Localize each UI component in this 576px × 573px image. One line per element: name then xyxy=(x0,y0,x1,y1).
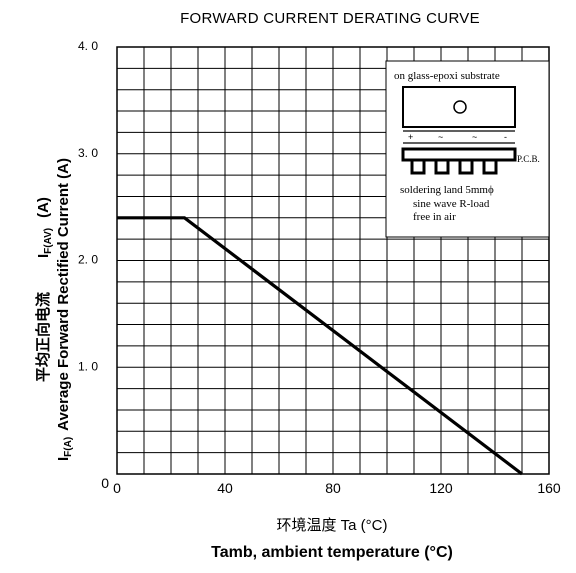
x-axis-label: Tamb, ambient temperature (°C) xyxy=(211,544,453,561)
y-label-alt-unit: (A) xyxy=(35,197,52,218)
y-label-prefix: I xyxy=(55,457,72,461)
leads-icon xyxy=(410,160,498,175)
y-axis-label-alt: IF(AV) (A) xyxy=(35,197,54,258)
pin-mark-ac1: ~ xyxy=(438,132,443,142)
derating-curve-line xyxy=(117,216,523,476)
y-label-alt-sub: F(AV) xyxy=(43,228,54,254)
y-tick-label: 2. 0 xyxy=(78,253,98,267)
y-axis-label-cn: 平均正向电流 xyxy=(34,292,52,382)
inset-sine-label: sine wave R-load xyxy=(413,198,490,210)
y-label-prefix-sub: F(A) xyxy=(63,437,74,457)
pin-mark-minus: - xyxy=(504,132,507,142)
inset-air-label: free in air xyxy=(413,211,456,223)
axes xyxy=(116,46,550,475)
y-label-main: Average Forward Rectified Current (A) xyxy=(55,158,72,431)
x-tick-label: 80 xyxy=(325,480,341,496)
chart-title: FORWARD CURRENT DERATING CURVE xyxy=(180,10,480,27)
pin-mark-ac2: ~ xyxy=(472,132,477,142)
y-tick-label: 0 xyxy=(101,475,109,491)
inset-soldering-label: soldering land 5mmϕ xyxy=(400,184,494,196)
x-tick-label: 0 xyxy=(113,480,121,496)
mounting-hole-icon xyxy=(453,100,467,114)
y-axis-label: IF(A) Average Forward Rectified Current (… xyxy=(55,158,74,461)
x-axis-label-cn: 环境温度 Ta (°C) xyxy=(277,516,388,534)
svg-text:IF(A)Average Forward Rectified: IF(A) Average Forward Rectified Current (… xyxy=(55,158,74,461)
y-tick-labels: 0 1. 0 2. 0 3. 0 4. 0 xyxy=(78,39,109,491)
pin-mark-plus: + xyxy=(408,132,413,142)
series-layer xyxy=(117,216,523,476)
y-label-alt: I xyxy=(35,254,52,258)
x-tick-label: 40 xyxy=(217,480,233,496)
y-label-cn: 平均正向电流 xyxy=(34,292,52,382)
inset-substrate-label: on glass-epoxi substrate xyxy=(394,70,500,82)
y-tick-label: 4. 0 xyxy=(78,39,98,53)
x-tick-label: 160 xyxy=(537,480,561,496)
inset-diagram: on glass-epoxi substrate + ~ ~ - P.C.B. … xyxy=(385,60,550,238)
plot-frame xyxy=(116,46,550,475)
y-tick-label: 3. 0 xyxy=(78,146,98,160)
pcb-label: P.C.B. xyxy=(517,154,540,164)
svg-text:IF(AV)(A): IF(AV) (A) xyxy=(35,197,54,258)
x-tick-labels: 0 40 80 120 160 xyxy=(113,480,561,496)
pcb-board-icon xyxy=(401,147,517,162)
y-tick-label: 1. 0 xyxy=(78,359,98,373)
svg-text:平均正向电流: 平均正向电流 xyxy=(34,292,52,382)
x-tick-label: 120 xyxy=(429,480,453,496)
